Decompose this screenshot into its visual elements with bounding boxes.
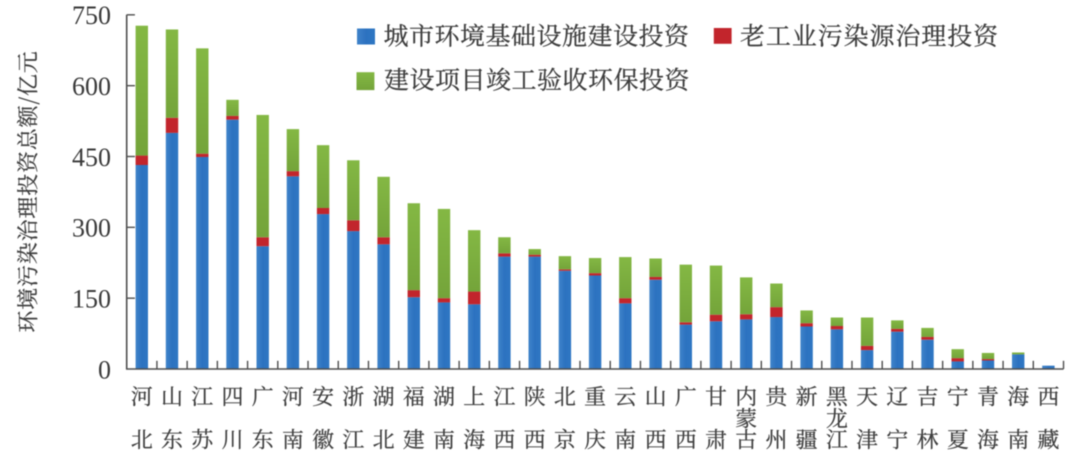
svg-text:300: 300 xyxy=(72,214,111,243)
svg-text:450: 450 xyxy=(72,143,111,172)
svg-text:750: 750 xyxy=(72,1,111,30)
svg-text:150: 150 xyxy=(72,285,111,314)
svg-text:0: 0 xyxy=(98,355,111,384)
svg-text:600: 600 xyxy=(72,72,111,101)
